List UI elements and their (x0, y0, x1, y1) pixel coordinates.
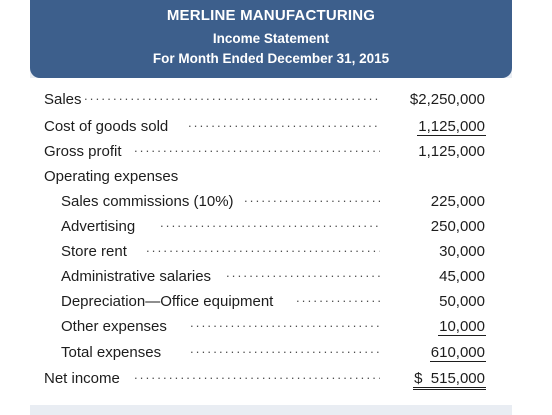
section-operating-expenses: Operating expenses (30, 168, 512, 192)
line-label: Store rent (61, 243, 127, 260)
line-amount: $ 515,000 (413, 370, 486, 390)
leader-dots: ........................................… (296, 290, 380, 305)
section-heading: Operating expenses (44, 168, 179, 185)
line-amount: 1,125,000 (417, 118, 486, 136)
line-amount: 30,000 (439, 243, 485, 260)
leader-dots: ........................................… (190, 341, 380, 356)
line-label: Sales (44, 91, 82, 108)
line-label: Gross profit (44, 143, 122, 160)
line-amount: 610,000 (429, 344, 486, 362)
line-net-income: Net income .............................… (30, 367, 512, 394)
line-amount: 45,000 (439, 268, 485, 285)
line-label: Advertising (61, 218, 136, 235)
line-amount: 225,000 (430, 193, 485, 210)
leader-dots: ........................................… (226, 265, 380, 280)
line-label: Other expenses (61, 318, 167, 335)
line-amount: 10,000 (438, 318, 486, 336)
leader-dots: ........................................… (244, 190, 380, 205)
statement-period: For Month Ended December 31, 2015 (152, 51, 390, 66)
line-advertising: Advertising ............................… (30, 215, 512, 242)
line-sales: Sales ..................................… (30, 88, 512, 115)
line-amount: 50,000 (439, 293, 485, 310)
line-amount: 250,000 (430, 218, 485, 235)
line-label: Administrative salaries (61, 268, 212, 285)
line-amount: $2,250,000 (409, 91, 485, 108)
line-store-rent: Store rent .............................… (30, 240, 512, 267)
statement-title: Income Statement (212, 31, 330, 46)
statement-body: Sales ..................................… (30, 78, 512, 405)
leader-dots: ........................................… (160, 215, 380, 230)
line-cogs: Cost of goods sold .....................… (30, 115, 512, 142)
leader-dots: ........................................… (146, 240, 380, 255)
line-sales-commissions: Sales commissions (10%) ................… (30, 190, 512, 217)
line-label: Cost of goods sold (44, 118, 169, 135)
leader-dots: ........................................… (190, 315, 380, 330)
income-statement: MERLINE MANUFACTURING Income Statement F… (30, 0, 512, 415)
line-label: Sales commissions (10%) (61, 193, 234, 210)
line-label: Net income (44, 370, 120, 387)
leader-dots: ........................................… (134, 140, 380, 155)
line-administrative-salaries: Administrative salaries ................… (30, 265, 512, 292)
statement-footer (30, 405, 512, 415)
line-amount: 1,125,000 (418, 143, 485, 160)
line-total-expenses: Total expenses .........................… (30, 341, 512, 368)
leader-dots: ........................................… (84, 88, 380, 103)
line-other-expenses: Other expenses .........................… (30, 315, 512, 342)
statement-header: MERLINE MANUFACTURING Income Statement F… (30, 0, 512, 78)
line-label: Total expenses (61, 344, 162, 361)
company-name: MERLINE MANUFACTURING (166, 7, 376, 24)
leader-dots: ........................................… (188, 115, 380, 130)
leader-dots: ........................................… (134, 367, 380, 382)
line-label: Depreciation—Office equipment (61, 293, 274, 310)
line-depreciation: Depreciation—Office equipment ..........… (30, 290, 512, 317)
line-gross-profit: Gross profit ...........................… (30, 140, 512, 167)
